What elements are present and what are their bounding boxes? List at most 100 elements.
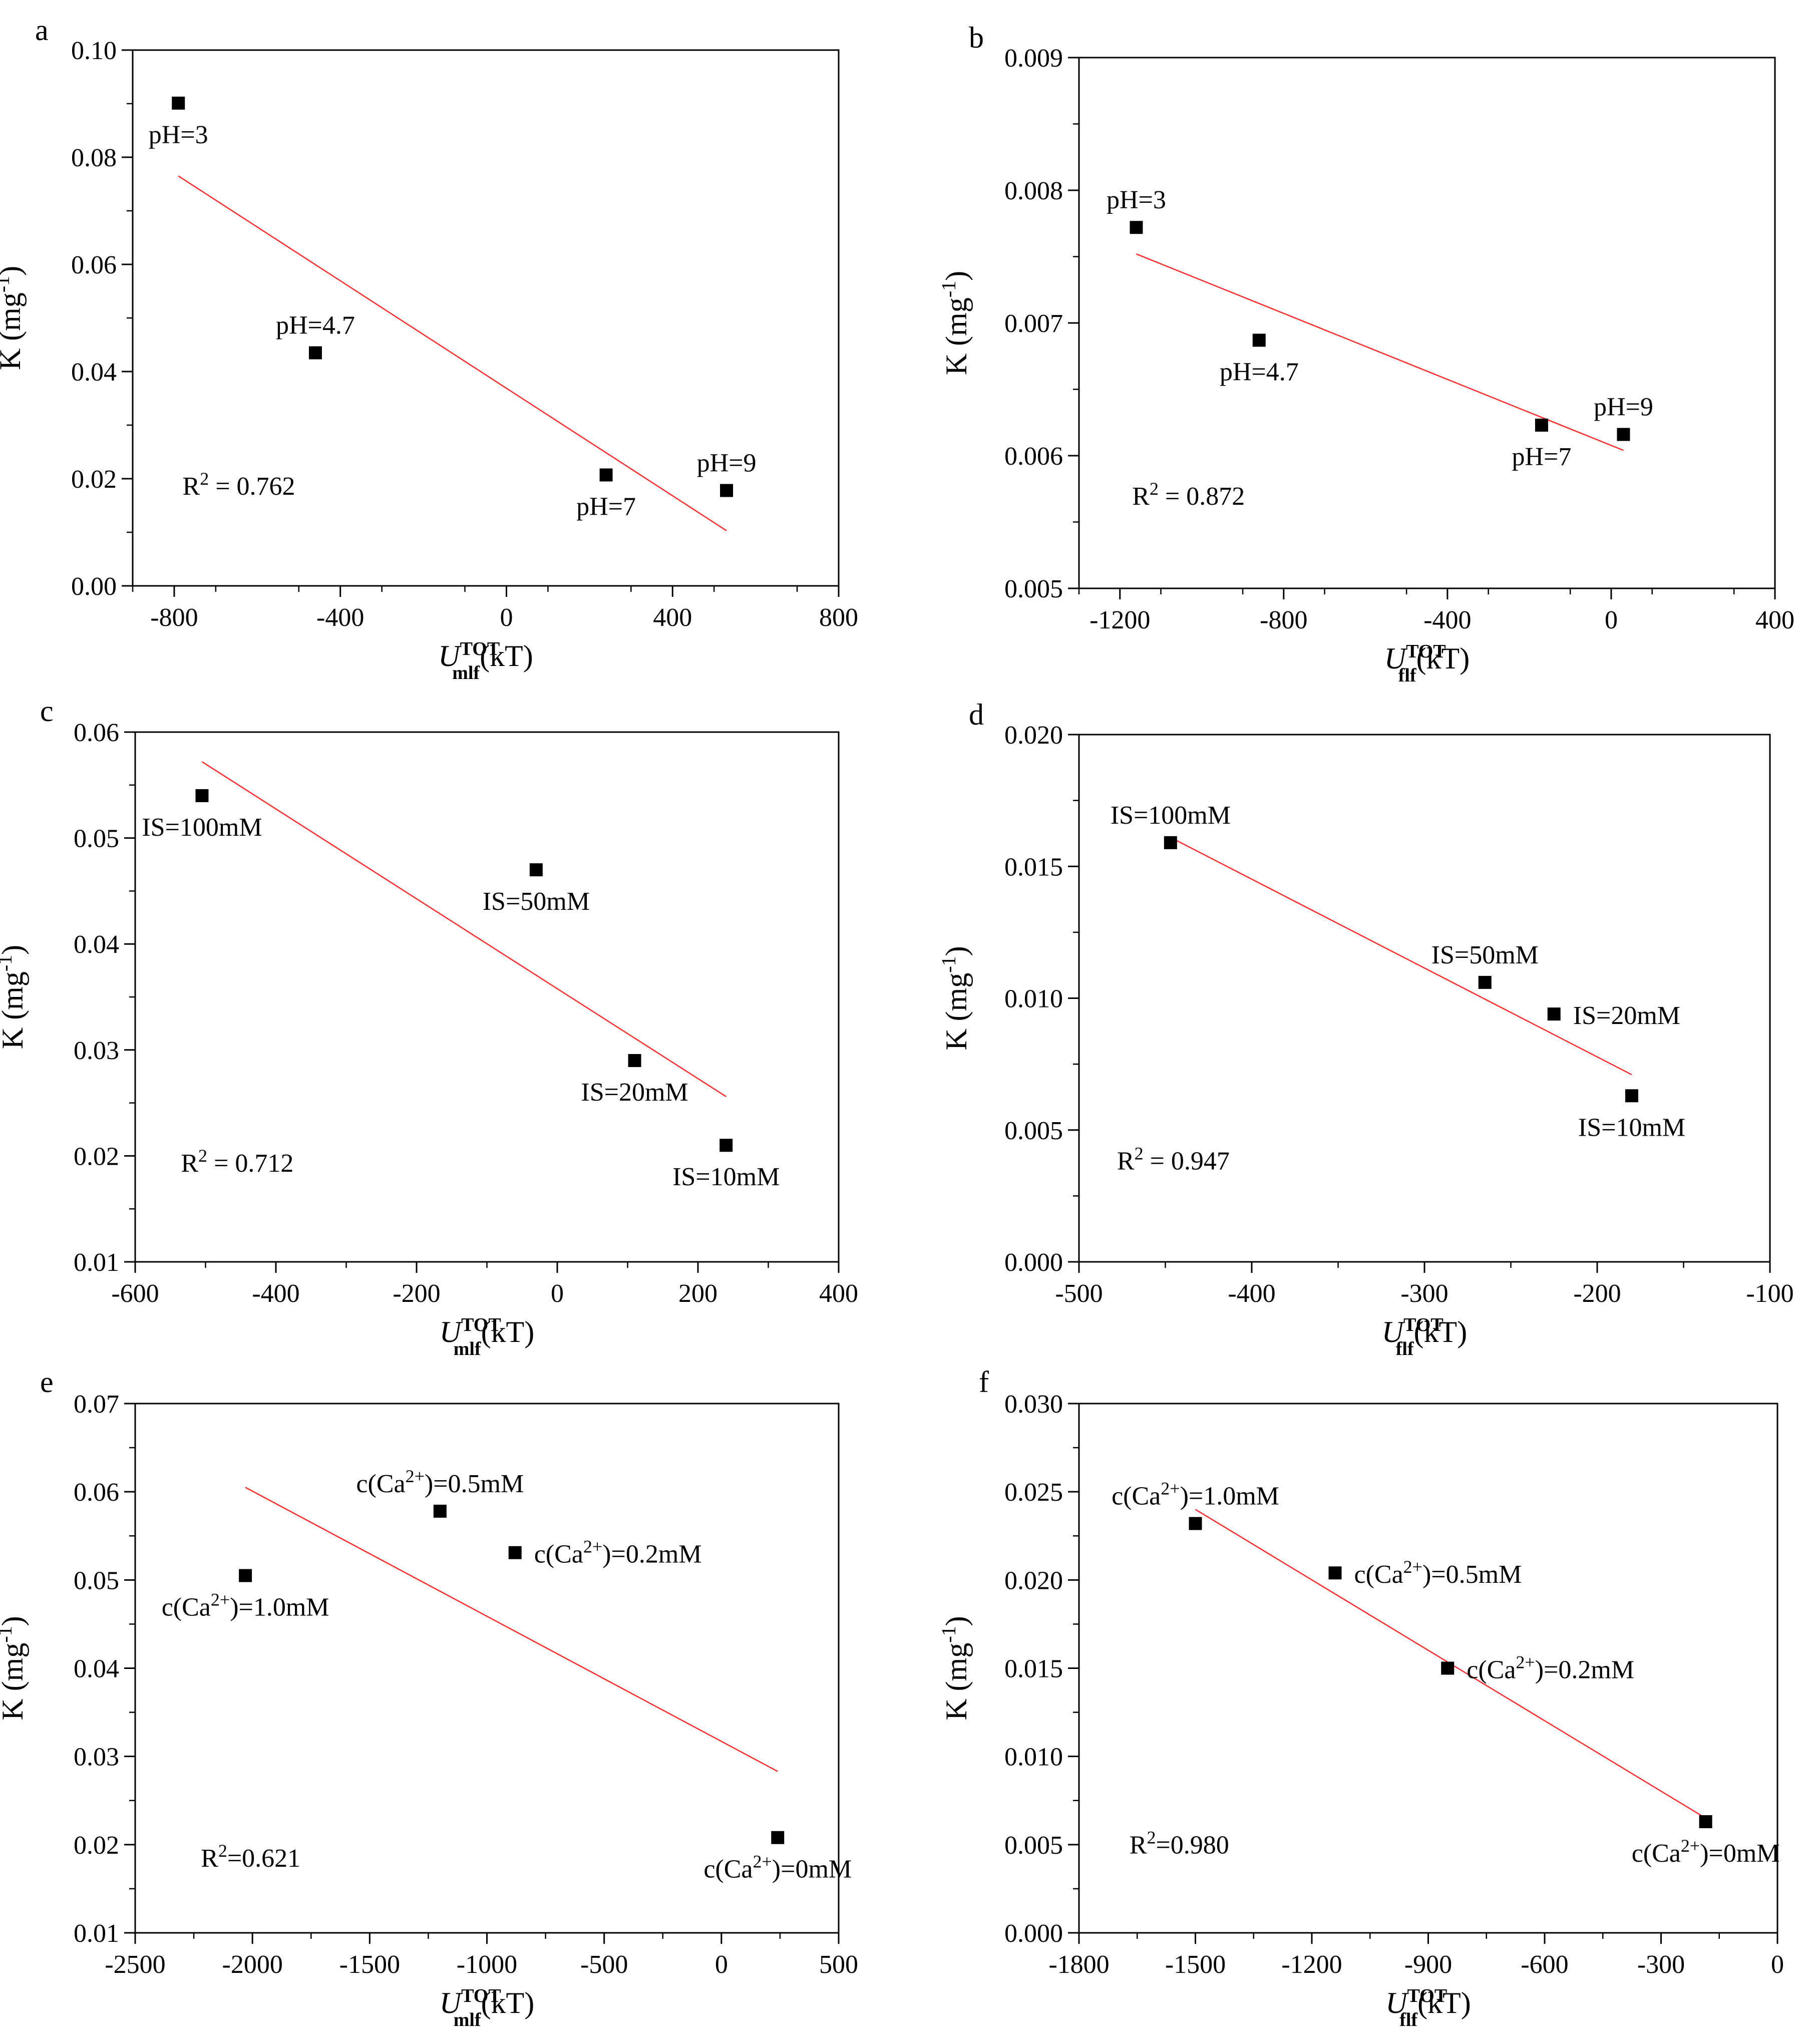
- x-tick-label: -500: [580, 1950, 628, 1979]
- y-axis-title: K (mg-1): [937, 1616, 973, 1720]
- fit-line: [178, 175, 727, 531]
- x-tick-label: -300: [1400, 1279, 1448, 1308]
- x-tick-label: -400: [1228, 1279, 1275, 1308]
- fit-line: [245, 1487, 778, 1772]
- x-axis-title: UTOT mlf(kT): [438, 638, 533, 684]
- x-axis-title: UTOT flf(kT): [1384, 641, 1470, 686]
- x-tick-label: -600: [111, 1279, 159, 1308]
- x-tick-label: -900: [1404, 1950, 1452, 1979]
- point-label: c(Ca2+)=0.2mM: [534, 1537, 702, 1569]
- panel-c: c -600 -400 -200 0 200 400 0.01 0.02 0.03 0.04 0.05…: [0, 695, 858, 1359]
- x-tick-label: 0: [1605, 606, 1618, 634]
- data-point: [1625, 1089, 1638, 1103]
- x-tick-label: -1200: [1090, 606, 1150, 634]
- data-point: [1328, 1566, 1342, 1580]
- y-axis-title: K (mg-1): [0, 945, 29, 1049]
- x-tick-label: 0: [551, 1279, 564, 1308]
- y-tick-label: 0.06: [74, 719, 119, 747]
- y-tick-label: 0.06: [74, 1478, 119, 1507]
- data-point: [1699, 1815, 1712, 1829]
- x-tick-label: -500: [1055, 1279, 1103, 1308]
- r-squared-label: R2=0.621: [201, 1841, 300, 1873]
- x-tick-label: -1000: [457, 1950, 517, 1979]
- point-label: c(Ca2+)=0.5mM: [356, 1466, 524, 1498]
- y-tick-label: 0.03: [74, 1037, 119, 1065]
- panel-letter: b: [969, 21, 984, 54]
- point-label: IS=20mM: [1573, 1001, 1680, 1030]
- x-tick-label: 0: [1771, 1950, 1784, 1979]
- data-point: [195, 789, 209, 802]
- x-tick-label: -2000: [222, 1950, 283, 1979]
- x-tick-label: -300: [1637, 1950, 1685, 1979]
- data-point: [1535, 419, 1548, 432]
- x-tick-label: -400: [1423, 606, 1471, 634]
- point-label: IS=10mM: [672, 1163, 780, 1191]
- x-axis-title: UTOT mlf(kT): [440, 1314, 534, 1359]
- y-tick-label: 0.02: [71, 465, 117, 494]
- plot-frame: [132, 49, 840, 587]
- data-point: [1617, 428, 1630, 441]
- data-point: [508, 1546, 522, 1559]
- y-tick-label: 0.015: [1004, 853, 1063, 881]
- y-tick-label: 0.10: [71, 37, 117, 65]
- x-axis-title: UTOT mlf(kT): [440, 1985, 534, 2030]
- x-tick-label: -600: [1521, 1950, 1568, 1979]
- r-squared-label: R2 = 0.712: [181, 1146, 293, 1178]
- x-tick-label: -800: [150, 603, 198, 632]
- y-tick-label: 0.04: [74, 930, 119, 959]
- point-label: pH=3: [1107, 186, 1166, 214]
- x-tick-label: -1500: [339, 1950, 400, 1979]
- data-point: [720, 484, 734, 497]
- y-tick-label: 0.007: [1004, 309, 1063, 338]
- y-tick-label: 0.02: [74, 1831, 119, 1860]
- data-point: [599, 468, 613, 482]
- y-tick-label: 0.01: [74, 1919, 119, 1948]
- panel-f: f -1800 -1500 -1200 -900 -600 -300 0 0.000 0.005 0…: [937, 1366, 1784, 2030]
- point-label: c(Ca2+)=1.0mM: [162, 1590, 329, 1622]
- x-tick-label: -100: [1746, 1279, 1793, 1308]
- x-tick-label: 400: [653, 603, 692, 632]
- y-tick-label: 0.025: [1004, 1478, 1063, 1507]
- y-tick-label: 0.05: [74, 1566, 119, 1595]
- y-tick-label: 0.030: [1004, 1390, 1063, 1419]
- point-label: pH=4.7: [276, 311, 355, 340]
- y-tick-label: 0.015: [1004, 1655, 1063, 1683]
- r-squared-label: R2 = 0.947: [1117, 1144, 1230, 1176]
- data-point: [1130, 221, 1143, 234]
- panel-letter: d: [969, 698, 984, 731]
- data-point: [433, 1504, 447, 1518]
- y-tick-label: 0.01: [74, 1248, 119, 1277]
- y-axis-title: K (mg-1): [0, 266, 27, 370]
- y-tick-label: 0.006: [1004, 442, 1063, 471]
- data-point: [1547, 1007, 1561, 1021]
- point-label: IS=20mM: [581, 1078, 688, 1107]
- y-tick-label: 0.04: [74, 1655, 119, 1683]
- panel-a: a -800 -400 0 400 800 0.00 0.02 0.04 0.06 0.08 0.10…: [0, 14, 858, 684]
- y-tick-label: 0.02: [74, 1142, 119, 1171]
- x-tick-label: -2500: [105, 1950, 165, 1979]
- x-tick-label: 500: [819, 1950, 858, 1979]
- panel-letter: f: [979, 1366, 989, 1399]
- x-tick-label: -1500: [1165, 1950, 1226, 1979]
- y-tick-label: 0.008: [1004, 177, 1063, 205]
- data-point: [529, 863, 543, 877]
- x-tick-label: -400: [316, 603, 364, 632]
- y-tick-label: 0.010: [1004, 1743, 1063, 1772]
- data-point: [1478, 975, 1492, 989]
- y-tick-label: 0.06: [71, 251, 117, 279]
- data-point: [1441, 1661, 1455, 1675]
- x-tick-label: -200: [393, 1279, 440, 1308]
- y-axis-title: K (mg-1): [0, 1616, 29, 1720]
- point-label: IS=100mM: [142, 813, 262, 842]
- y-tick-label: 0.04: [71, 358, 117, 387]
- x-tick-label: -200: [1573, 1279, 1621, 1308]
- y-tick-label: 0.08: [71, 144, 117, 172]
- y-tick-label: 0.05: [74, 825, 119, 853]
- panel-d: d -500 -400 -300 -200 -100 0.000 0.005 0.010 0.01…: [937, 698, 1794, 1359]
- point-label: IS=50mM: [483, 887, 590, 916]
- x-tick-label: 400: [1755, 606, 1794, 634]
- fit-line: [201, 761, 727, 1097]
- point-label: c(Ca2+)=0.5mM: [1354, 1557, 1522, 1589]
- point-label: pH=9: [697, 449, 757, 478]
